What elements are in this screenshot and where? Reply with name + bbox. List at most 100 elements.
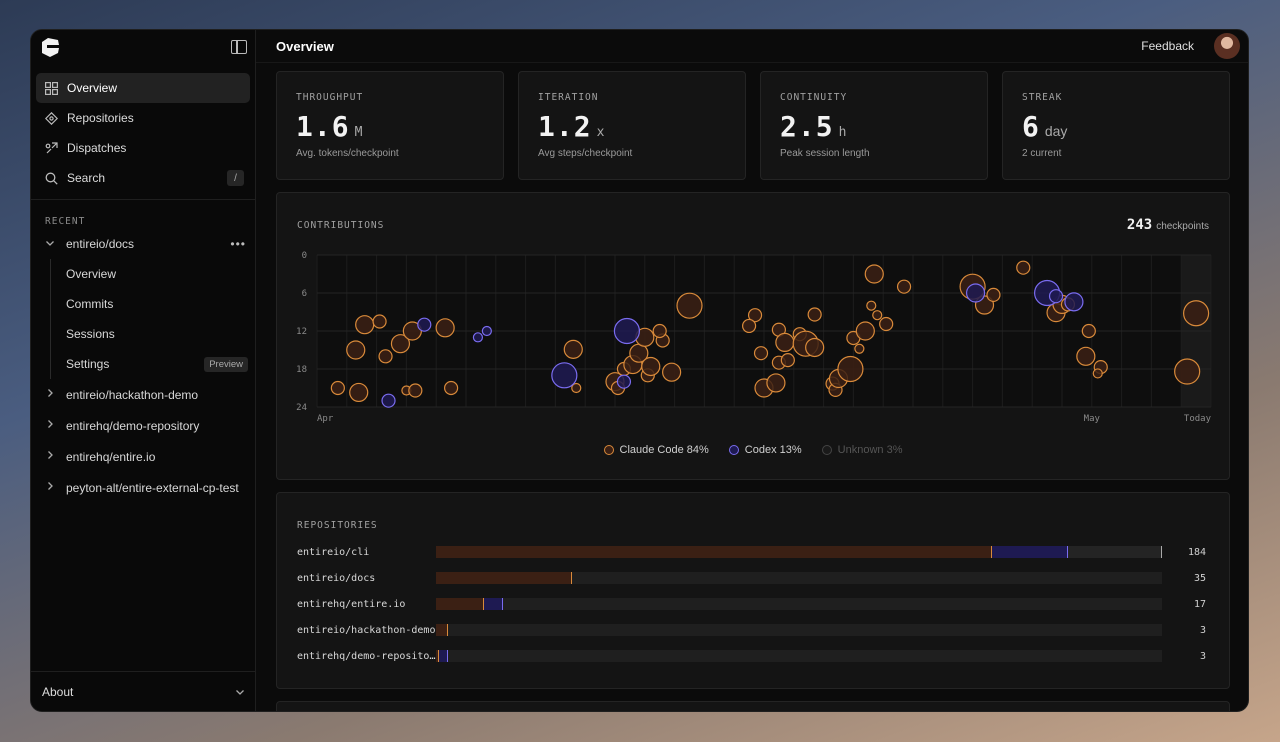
chevron-right-icon[interactable] bbox=[45, 388, 57, 401]
main-nav: Overview Repositories Dispatches Search bbox=[31, 63, 255, 193]
chevron-right-icon[interactable] bbox=[45, 450, 57, 463]
stat-card-continuity: CONTINUITY 2.5 h Peak session length bbox=[760, 71, 988, 180]
recent-repo-label: entireio/hackathon-demo bbox=[66, 387, 199, 402]
y-tick-label: 12 bbox=[296, 327, 307, 337]
repository-bar bbox=[436, 598, 1162, 610]
main-content: Overview Feedback THROUGHPUT 1.6 M Avg. … bbox=[256, 30, 1248, 711]
avatar[interactable] bbox=[1214, 33, 1240, 59]
legend-item-unknown[interactable]: Unknown 3% bbox=[821, 444, 903, 456]
nav-repositories[interactable]: Repositories bbox=[36, 103, 250, 133]
recent-repo[interactable]: entireio/hackathon-demo bbox=[31, 379, 255, 410]
repository-name: entirehq/entire.io bbox=[297, 598, 406, 610]
stat-card-iteration: ITERATION 1.2 x Avg steps/checkpoint bbox=[518, 71, 746, 180]
x-tick-label: May bbox=[1084, 414, 1101, 424]
recent-repo-label: entirehq/entire.io bbox=[66, 449, 156, 464]
claude-point bbox=[742, 318, 757, 334]
feedback-button[interactable]: Feedback bbox=[1141, 39, 1194, 53]
repository-name: entireio/hackathon-demo bbox=[297, 624, 436, 636]
chart-legend: Claude Code 84% Codex 13% Unknown 3% bbox=[277, 444, 1229, 456]
recent-label: RECENT bbox=[45, 216, 86, 227]
grid-icon bbox=[44, 81, 58, 95]
nav-overview[interactable]: Overview bbox=[36, 73, 250, 103]
nav-overview-label: Overview bbox=[67, 81, 118, 95]
topbar: Overview Feedback bbox=[256, 30, 1248, 63]
claude-point bbox=[807, 307, 822, 322]
legend-label: Unknown 3% bbox=[837, 444, 903, 456]
more-options-icon[interactable]: ••• bbox=[230, 237, 246, 251]
recent-repo[interactable]: peyton-alt/entire-external-cp-test bbox=[31, 472, 255, 503]
contributions-chart: 0 6 12 18 24 Apr May Today bbox=[296, 251, 1211, 424]
claude-point bbox=[435, 318, 455, 338]
stat-unit: h bbox=[838, 125, 847, 140]
recent-repo-expanded[interactable]: entireio/docs ••• bbox=[31, 229, 255, 259]
stat-card-throughput: THROUGHPUT 1.6 M Avg. tokens/checkpoint bbox=[276, 71, 504, 180]
stat-unit: day bbox=[1044, 123, 1068, 139]
chevron-right-icon[interactable] bbox=[45, 481, 57, 494]
chevron-right-icon[interactable] bbox=[45, 419, 57, 432]
sub-item-settings[interactable]: Settings Preview bbox=[31, 349, 255, 379]
claude-point bbox=[864, 264, 884, 284]
codex-point bbox=[616, 374, 632, 389]
repository-bar bbox=[436, 650, 1162, 662]
repository-row[interactable]: entirehq/entire.io 17 bbox=[297, 597, 1209, 611]
recent-repo[interactable]: entirehq/entire.io bbox=[31, 441, 255, 472]
sub-item-overview[interactable]: Overview bbox=[31, 259, 255, 289]
repository-bar bbox=[436, 624, 1162, 636]
stat-value-row: 1.6 M bbox=[296, 110, 484, 143]
unknown-segment bbox=[1067, 546, 1162, 558]
codex-segment bbox=[438, 650, 448, 662]
claude-point bbox=[372, 314, 387, 329]
claude-point bbox=[1092, 368, 1103, 379]
sidebar: Overview Repositories Dispatches Search bbox=[31, 30, 256, 711]
repository-row[interactable]: entireio/cli 184 bbox=[297, 545, 1209, 559]
codex-point bbox=[417, 317, 432, 332]
sub-item-sessions[interactable]: Sessions bbox=[31, 319, 255, 349]
dispatch-icon bbox=[44, 141, 58, 155]
repository-row[interactable]: entireio/hackathon-demo 3 bbox=[297, 623, 1209, 637]
claude-point bbox=[766, 373, 786, 393]
legend-item-claude[interactable]: Claude Code 84% bbox=[603, 444, 709, 456]
sub-item-label: Commits bbox=[66, 297, 114, 311]
logo-icon[interactable] bbox=[39, 36, 61, 58]
stat-value-row: 6 day bbox=[1022, 110, 1210, 143]
legend-dot bbox=[728, 445, 739, 455]
claude-point bbox=[346, 340, 366, 360]
repositories-label: REPOSITORIES bbox=[297, 520, 378, 531]
stat-unit: x bbox=[596, 125, 605, 140]
claude-point bbox=[330, 380, 345, 396]
repositories-card: REPOSITORIES entireio/cli 184 entireio/doc… bbox=[276, 492, 1230, 689]
legend-dot bbox=[603, 445, 614, 455]
about-menu[interactable]: About bbox=[31, 671, 255, 711]
toggle-sidebar-icon[interactable] bbox=[231, 39, 247, 54]
claude-point bbox=[378, 349, 393, 364]
nav-dispatches[interactable]: Dispatches bbox=[36, 133, 250, 163]
claude-point bbox=[408, 383, 423, 398]
claude-point bbox=[1182, 300, 1210, 327]
repository-name: entireio/cli bbox=[297, 546, 370, 558]
next-card bbox=[276, 701, 1230, 711]
claude-segment bbox=[436, 572, 573, 584]
claude-point bbox=[753, 346, 769, 361]
claude-point bbox=[641, 356, 661, 377]
claude-point bbox=[1081, 323, 1096, 339]
claude-point bbox=[872, 310, 883, 321]
chevron-down-icon[interactable] bbox=[45, 238, 57, 251]
stat-value: 1.6 bbox=[296, 110, 350, 143]
checkpoints-count: 243 checkpoints bbox=[1127, 217, 1209, 233]
overview-content: THROUGHPUT 1.6 M Avg. tokens/checkpoint … bbox=[256, 63, 1248, 711]
stat-value-row: 1.2 x bbox=[538, 110, 726, 143]
repository-count: 3 bbox=[1199, 650, 1206, 662]
stat-unit: M bbox=[354, 125, 363, 140]
claude-segment bbox=[436, 650, 439, 662]
sub-item-commits[interactable]: Commits bbox=[31, 289, 255, 319]
nav-search[interactable]: Search / bbox=[36, 163, 250, 193]
checkpoints-label: checkpoints bbox=[1156, 221, 1209, 232]
legend-item-codex[interactable]: Codex 13% bbox=[728, 444, 802, 456]
recent-repo[interactable]: entirehq/demo-repository bbox=[31, 410, 255, 441]
claude-segment bbox=[436, 624, 448, 636]
codex-point bbox=[1064, 292, 1084, 312]
legend-label: Codex 13% bbox=[744, 444, 802, 456]
repository-row[interactable]: entireio/docs 35 bbox=[297, 571, 1209, 585]
claude-point bbox=[390, 334, 411, 354]
repository-row[interactable]: entirehq/demo-repository 3 bbox=[297, 649, 1209, 663]
